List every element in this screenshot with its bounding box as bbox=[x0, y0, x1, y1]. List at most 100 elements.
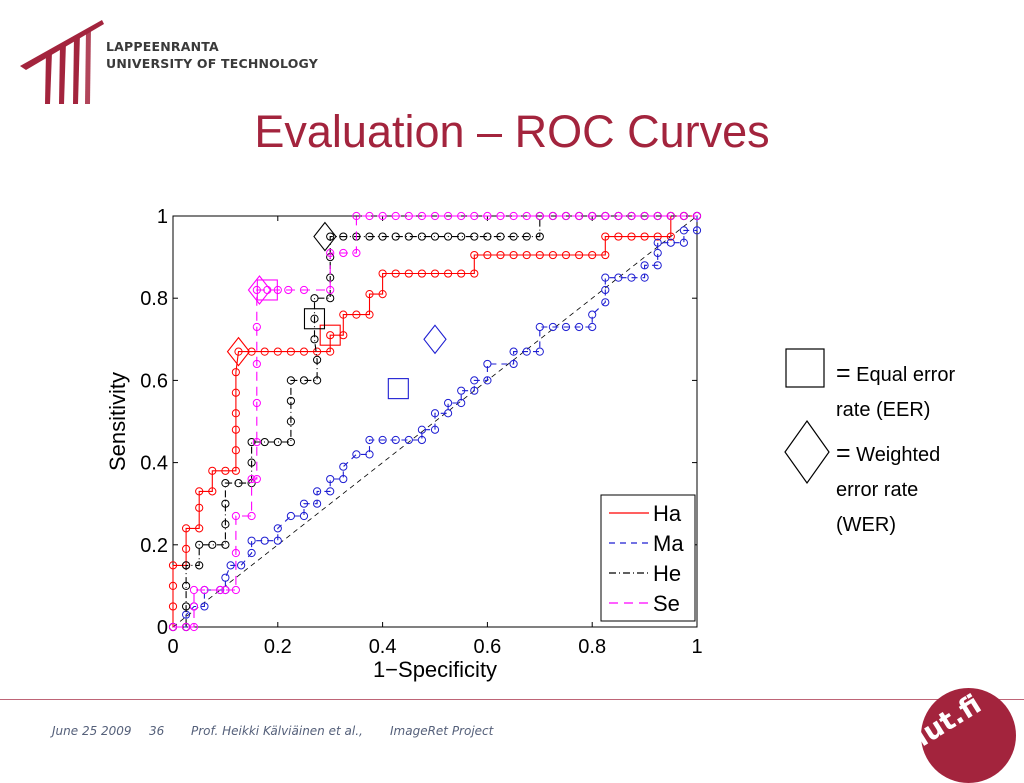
data-point-ma bbox=[601, 285, 610, 295]
eer-marker-ma bbox=[387, 378, 409, 400]
data-point-se bbox=[221, 585, 230, 595]
data-point-he bbox=[247, 458, 256, 467]
data-point-he bbox=[286, 417, 295, 426]
data-point-he bbox=[247, 437, 256, 447]
data-point-se bbox=[522, 211, 531, 221]
data-point-ha bbox=[404, 269, 413, 278]
data-point-ma bbox=[444, 409, 453, 418]
data-point-ha bbox=[496, 250, 505, 260]
data-point-ha bbox=[168, 602, 178, 611]
data-point-se bbox=[561, 211, 571, 221]
data-point-he bbox=[221, 479, 230, 488]
data-point-ha bbox=[273, 347, 282, 356]
data-point-ma bbox=[614, 273, 623, 282]
data-point-ma bbox=[200, 602, 209, 611]
data-point-ma bbox=[417, 425, 426, 434]
wer-marker-ma bbox=[423, 324, 447, 355]
data-point-se bbox=[444, 211, 453, 221]
data-point-ha bbox=[627, 232, 636, 241]
footer-date: June 25 2009 bbox=[52, 724, 132, 738]
data-point-ha bbox=[378, 289, 387, 299]
data-point-ha bbox=[614, 232, 623, 241]
data-point-se bbox=[189, 585, 199, 595]
data-point-ma bbox=[640, 261, 649, 270]
data-point-se bbox=[247, 511, 256, 521]
data-point-he bbox=[378, 232, 387, 241]
data-point-he bbox=[260, 437, 269, 447]
data-point-he bbox=[195, 561, 204, 570]
data-point-se bbox=[378, 211, 387, 221]
data-point-ma bbox=[313, 487, 322, 496]
y-tick-label: 0 bbox=[157, 617, 168, 639]
eer-text-2: rate (EER) bbox=[836, 399, 931, 421]
footer-page-number: 36 bbox=[149, 724, 165, 738]
y-axis-label: Sensitivity bbox=[105, 372, 130, 471]
lut-badge[interactable] bbox=[921, 688, 1016, 783]
data-point-he bbox=[313, 355, 322, 364]
data-point-ma bbox=[535, 347, 544, 356]
data-point-ma bbox=[260, 536, 269, 545]
data-point-ha bbox=[326, 347, 335, 356]
data-point-ma bbox=[378, 435, 387, 445]
data-point-ma bbox=[237, 561, 246, 570]
data-point-he bbox=[273, 437, 282, 447]
data-point-se bbox=[535, 211, 544, 221]
data-point-he bbox=[310, 294, 319, 303]
data-point-ha bbox=[365, 310, 374, 319]
eer-marker-se bbox=[256, 279, 278, 301]
data-point-se bbox=[299, 285, 309, 295]
data-point-ha bbox=[326, 331, 335, 340]
y-tick-label: 0.6 bbox=[140, 370, 168, 392]
data-point-ma bbox=[666, 238, 675, 247]
data-point-se bbox=[679, 211, 689, 221]
data-point-ha bbox=[182, 524, 191, 533]
legend-label-ha: Ha bbox=[653, 501, 682, 526]
data-point-se bbox=[352, 211, 361, 221]
data-point-ma bbox=[588, 310, 597, 319]
data-point-ha bbox=[182, 544, 191, 554]
data-point-ma bbox=[444, 398, 453, 408]
data-point-he bbox=[483, 232, 492, 241]
data-point-ma bbox=[457, 386, 466, 395]
data-point-ha bbox=[260, 347, 269, 356]
data-point-ha bbox=[653, 232, 662, 241]
data-point-ma bbox=[640, 273, 649, 282]
data-point-ha bbox=[208, 487, 217, 496]
data-point-he bbox=[444, 232, 453, 241]
data-point-ha bbox=[299, 347, 309, 356]
data-point-he bbox=[182, 561, 191, 570]
data-point-ha bbox=[247, 347, 256, 356]
data-point-ha bbox=[231, 388, 240, 397]
wer-text-3: (WER) bbox=[836, 514, 896, 536]
data-point-ma bbox=[273, 524, 282, 533]
wer-marker-he bbox=[313, 221, 337, 252]
data-point-he bbox=[365, 232, 374, 241]
data-point-he bbox=[391, 232, 400, 241]
chart-legend bbox=[600, 494, 696, 622]
wer-note: = Weighted error rate (WER) bbox=[836, 436, 940, 543]
data-point-ma bbox=[483, 376, 492, 385]
data-point-he bbox=[234, 479, 243, 488]
legend-label-se: Se bbox=[653, 591, 680, 616]
data-point-ma bbox=[247, 536, 256, 545]
data-point-se bbox=[326, 285, 335, 295]
data-point-se bbox=[252, 359, 261, 369]
data-point-ha bbox=[221, 466, 230, 475]
data-point-ma bbox=[326, 487, 335, 496]
data-point-ma bbox=[509, 359, 518, 369]
data-point-se bbox=[430, 211, 440, 221]
data-point-ma bbox=[653, 261, 662, 270]
data-point-ma bbox=[692, 226, 702, 235]
data-point-ha bbox=[168, 561, 178, 570]
data-point-se bbox=[692, 211, 702, 221]
data-point-he bbox=[208, 540, 217, 549]
data-point-he bbox=[221, 499, 230, 508]
data-point-he bbox=[310, 335, 319, 344]
y-tick-label: 0.4 bbox=[140, 453, 168, 475]
data-point-he bbox=[326, 232, 335, 241]
data-point-ha bbox=[457, 269, 466, 278]
wer-marker-se bbox=[247, 275, 272, 305]
data-point-se bbox=[483, 211, 492, 221]
data-point-ha bbox=[483, 250, 492, 260]
data-point-ha bbox=[601, 250, 610, 260]
